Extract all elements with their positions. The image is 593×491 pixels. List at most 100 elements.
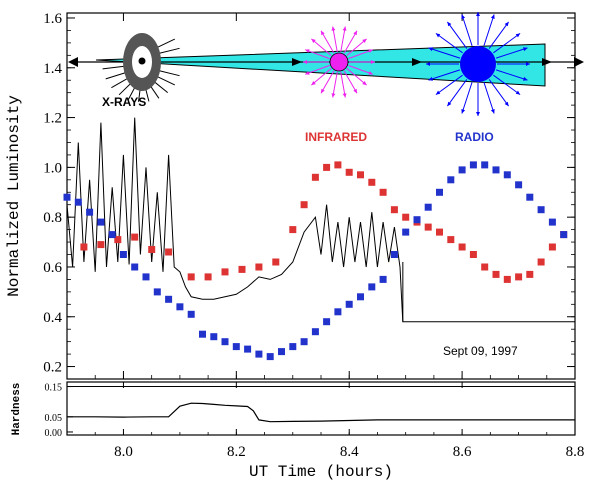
emission-ray-arrowhead	[428, 47, 433, 52]
infrared-point	[379, 188, 387, 196]
radio-point	[244, 345, 252, 353]
infrared-point	[187, 273, 195, 281]
radio-point	[131, 263, 139, 271]
infrared-point	[300, 201, 308, 209]
infrared-point	[458, 243, 466, 251]
right-arrowhead	[574, 57, 584, 67]
radio-point	[560, 231, 568, 239]
emission-ray-arrowhead	[526, 62, 530, 66]
infrared-point	[148, 246, 156, 253]
xray-ray	[153, 80, 169, 93]
radio-point	[232, 343, 240, 351]
radio-point	[436, 188, 443, 196]
radio-point	[323, 318, 331, 326]
radio-point	[142, 273, 150, 281]
emission-ray	[488, 21, 510, 49]
emission-ray	[348, 64, 373, 75]
emission-ray	[435, 74, 463, 96]
emission-ray-arrowhead	[311, 81, 316, 86]
radio-point	[187, 310, 195, 318]
infrared-point	[447, 236, 455, 244]
jet-cone	[95, 43, 546, 87]
hardness-series	[67, 386, 575, 423]
emission-ray-arrowhead	[523, 47, 528, 52]
emission-ray-arrowhead	[311, 38, 316, 43]
infrared-series	[80, 161, 568, 283]
emission-ray	[346, 38, 367, 56]
radio-point	[469, 161, 477, 169]
emission-ray-arrowhead	[447, 101, 452, 107]
infrared-point	[272, 258, 280, 266]
radio-point	[108, 231, 116, 239]
radio-point	[458, 166, 466, 174]
emission-ray	[483, 14, 495, 47]
emission-ray	[340, 71, 346, 98]
emission-ray-arrowhead	[362, 38, 367, 43]
infrared-point	[334, 161, 342, 169]
radio-label: RADIO	[455, 130, 494, 144]
emission-ray-arrowhead	[476, 112, 480, 116]
emission-ray-arrowhead	[515, 33, 521, 38]
y-tick-label: 1.4	[43, 61, 62, 77]
y-tick-label: 1.0	[43, 160, 62, 176]
black-hole-icon	[138, 57, 146, 65]
radio-point	[119, 251, 127, 258]
emission-ray	[428, 69, 461, 81]
left-arrowhead	[68, 57, 78, 67]
infrared-point	[390, 206, 398, 214]
emission-ray	[332, 71, 338, 98]
radio-point	[153, 288, 161, 296]
mid-arrowhead-3	[542, 58, 552, 66]
y-tick-label: 0.2	[43, 360, 62, 376]
emission-ray	[461, 81, 473, 114]
emission-ray-arrowhead	[331, 26, 336, 31]
radio-point	[199, 330, 206, 338]
emission-ray-arrowhead	[368, 71, 373, 75]
infrared-blob-icon	[329, 52, 349, 72]
hardness-y-tick-label: 0.15	[45, 383, 63, 394]
xray-series	[66, 117, 575, 323]
infrared-point	[204, 273, 212, 281]
xray-ray	[105, 72, 126, 80]
radio-point	[447, 176, 455, 184]
infrared-point	[469, 251, 477, 258]
emission-ray-arrowhead	[331, 93, 336, 98]
radio-point	[176, 303, 184, 311]
axis-ticks: 0.2 0.4 0.6 0.8 1.0 1.2 1.4 1.6 0.00 0.05 0.15 8.0 8…	[43, 11, 584, 460]
emission-ray	[340, 26, 346, 53]
emission-ray	[332, 26, 338, 53]
infrared-point	[548, 243, 556, 251]
xray-ray	[156, 38, 176, 49]
emission-ray	[311, 68, 332, 86]
radio-point	[424, 203, 432, 211]
emission-ray	[488, 79, 510, 107]
emission-ray-arrowhead	[435, 90, 441, 95]
infrared-point	[492, 270, 500, 278]
infrared-point	[515, 273, 523, 281]
hardness-axis-title: Hardness	[11, 383, 23, 436]
radio-point	[492, 166, 500, 174]
radio-point	[548, 218, 556, 226]
radio-point	[311, 328, 319, 336]
infrared-point	[402, 213, 410, 221]
emission-ray	[343, 70, 358, 94]
infrared-point	[255, 263, 263, 271]
emission-ray-arrowhead	[303, 60, 307, 64]
x-tick-label: 8.6	[453, 444, 472, 460]
infrared-point	[221, 268, 229, 276]
emission-ray-arrowhead	[342, 26, 347, 31]
emission-ray	[320, 70, 335, 94]
y-tick-label: 0.4	[43, 310, 62, 326]
radio-point	[86, 208, 94, 216]
infrared-point	[436, 228, 443, 236]
infrared-point	[526, 270, 534, 278]
infrared-point	[165, 248, 173, 256]
xray-ray	[111, 77, 129, 89]
emission-ray-arrowhead	[371, 60, 375, 64]
hardness-plot-frame	[66, 381, 576, 436]
radio-point	[515, 181, 523, 189]
emission-ray	[428, 47, 461, 59]
emission-ray-arrowhead	[504, 21, 509, 27]
xray-ray	[118, 82, 133, 96]
